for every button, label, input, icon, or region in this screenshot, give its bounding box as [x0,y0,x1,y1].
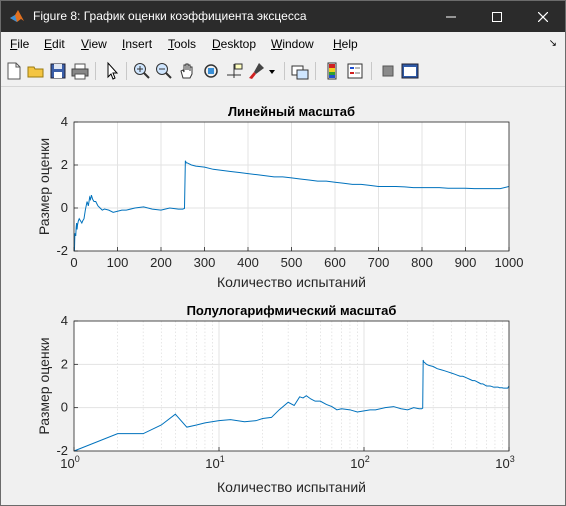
zoom-in-icon[interactable] [132,61,152,81]
menu-help[interactable]: Help [333,37,358,51]
chart-title: Полулогарифмический масштаб [187,303,397,318]
maximize-button[interactable] [474,1,520,32]
x-tick-label: 1000 [495,255,524,270]
new-figure-icon[interactable] [4,61,24,81]
y-tick-label: 0 [61,200,68,215]
y-tick-label: -2 [56,443,68,458]
matlab-logo-icon [10,10,24,22]
close-button[interactable] [520,1,565,32]
menu-edit[interactable]: Edit [44,37,65,51]
data-cursor-icon[interactable] [224,61,244,81]
x-axis-label: Количество испытаний [217,274,366,290]
x-tick-label: 102 [350,454,369,471]
y-tick-label: 4 [61,114,68,129]
menu-view[interactable]: View [81,37,107,51]
toolbar-separator [315,62,316,80]
figure-canvas[interactable]: 0 100 200 300 400 500 600 700 800 900 1000 -2 0 2 4 Лин… [1,87,565,505]
toolbar-separator [284,62,285,80]
series-line [73,359,510,452]
y-tick-label: 2 [61,356,68,371]
x-tick-label: 400 [237,255,259,270]
link-plot-icon[interactable] [290,61,310,81]
brush-icon[interactable] [247,61,267,81]
series-line [73,160,510,252]
hide-plot-tools-icon[interactable] [378,61,398,81]
figure-toolbar [1,56,565,87]
toolbar-separator [95,62,96,80]
axes-box [73,320,510,452]
y-axis-label: Размер оценки [36,138,52,235]
rotate-3d-icon[interactable] [201,61,221,81]
menu-window[interactable]: Window [271,37,314,51]
y-tick-label: 2 [61,157,68,172]
window-title: Figure 8: График оценки коэффициента экс… [33,9,307,23]
toolbar-separator [126,62,127,80]
x-tick-label: 300 [194,255,216,270]
y-axis-label: Размер оценки [36,337,52,434]
x-tick-label: 101 [205,454,224,471]
x-tick-label: 900 [455,255,477,270]
menu-bar: File Edit View Insert Tools Desktop Wind… [1,32,565,55]
show-plot-tools-icon[interactable] [400,61,420,81]
x-tick-label: 100 [107,255,129,270]
menu-overflow-arrow-icon[interactable]: ↘ [548,38,557,49]
open-file-icon[interactable] [26,61,46,81]
brush-dropdown-icon[interactable] [267,61,277,81]
x-tick-label: 0 [70,255,77,270]
save-icon[interactable] [48,61,68,81]
minimize-icon [446,16,456,17]
x-tick-label: 103 [495,454,514,471]
print-icon[interactable] [70,61,90,81]
zoom-out-icon[interactable] [154,61,174,81]
menu-tools[interactable]: Tools [168,37,197,51]
y-tick-label: 0 [61,400,68,415]
x-tick-label: 700 [368,255,390,270]
close-icon [538,11,548,22]
insert-colorbar-icon[interactable] [322,61,342,81]
chart-title: Линейный масштаб [228,104,355,119]
maximize-icon [492,11,502,22]
x-tick-label: 800 [411,255,433,270]
plots-svg: 0 100 200 300 400 500 600 700 800 900 1000-2024Лин… [36,104,524,495]
pan-icon[interactable] [177,61,197,81]
menu-file[interactable]: File [10,37,30,51]
x-tick-label: 600 [324,255,346,270]
minimize-button[interactable] [428,1,474,32]
menu-insert[interactable]: Insert [122,37,153,51]
y-tick-label: -2 [56,243,68,258]
x-tick-label: 100 [60,454,79,471]
plot-area [74,321,509,451]
x-tick-label: 500 [281,255,303,270]
x-tick-label: 200 [150,255,172,270]
pointer-icon[interactable] [102,61,122,81]
menu-desktop[interactable]: Desktop [212,37,257,51]
y-tick-label: 4 [61,313,68,328]
insert-legend-icon[interactable] [345,61,365,81]
title-bar[interactable]: Figure 8: График оценки коэффициента экс… [1,1,565,32]
toolbar-separator [371,62,372,80]
x-axis-label: Количество испытаний [217,479,366,495]
